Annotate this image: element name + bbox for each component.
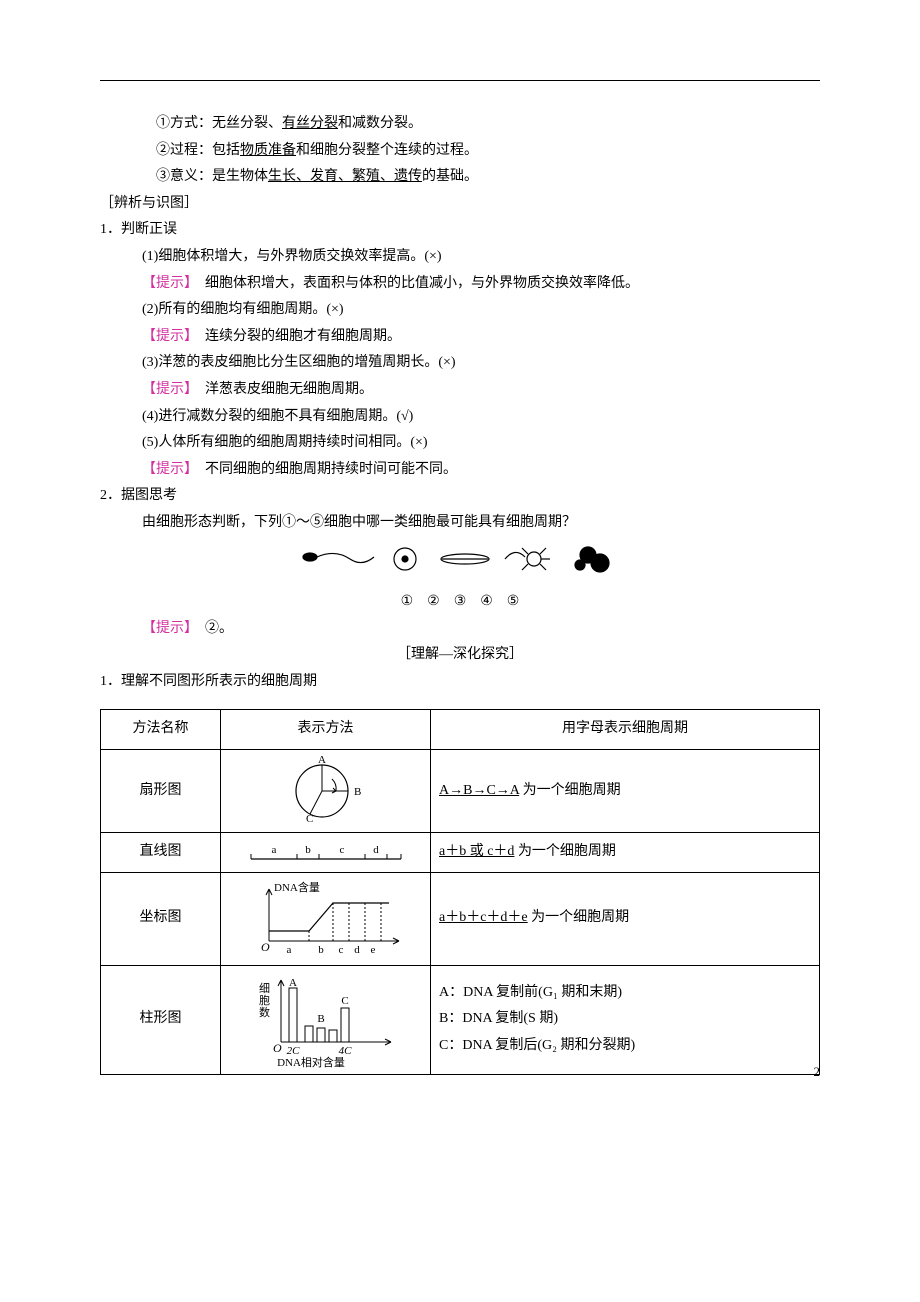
t: 连续分裂的细胞才有细胞周期。 [191, 329, 401, 344]
t: 物质准备 [240, 143, 296, 158]
cell-name: 扇形图 [101, 750, 221, 833]
t: A：DNA 复制前(G₁ 期和末期) [439, 980, 811, 1007]
t: 生长、发育、繁殖、遗传 [268, 169, 422, 184]
t: 不同细胞的细胞周期持续时间可能不同。 [191, 462, 457, 477]
cells-labels: ① ② ③ ④ ⑤ [100, 589, 820, 616]
cells-diagram [100, 543, 820, 588]
q1-heading: 1．判断正误 [100, 217, 820, 244]
th-name: 方法名称 [101, 710, 221, 750]
svg-text:b: b [318, 944, 324, 956]
table-row: 扇形图 A B C A→B→C→A 为一个细胞周期 [101, 750, 820, 833]
svg-text:c: c [339, 844, 344, 856]
table-row: 坐标图 DNA含量 O a b c d e [101, 872, 820, 965]
svg-text:2C: 2C [286, 1045, 300, 1057]
th-method: 表示方法 [221, 710, 431, 750]
svg-text:A: A [318, 756, 326, 766]
svg-text:b: b [305, 844, 311, 856]
tip-label: 【提示】 [142, 382, 191, 397]
cell-diagram: a b c d [221, 833, 431, 873]
tip13: 【提示】 洋葱表皮细胞无细胞周期。 [100, 377, 820, 404]
t: 洋葱表皮细胞无细胞周期。 [191, 382, 373, 397]
q2-text: 由细胞形态判断，下列①～⑤细胞中哪一类细胞最可能具有细胞周期？ [100, 510, 820, 537]
svg-text:细: 细 [259, 982, 270, 995]
sec2-q1: 1．理解不同图形所表示的细胞周期 [100, 669, 820, 696]
t: 和细胞分裂整个连续的过程。 [296, 143, 478, 158]
cell-diagram: A B C [221, 750, 431, 833]
t: 为一个细胞周期 [528, 910, 630, 925]
cell-desc: a＋b 或 c＋d 为一个细胞周期 [431, 833, 820, 873]
tip-label: 【提示】 [142, 462, 191, 477]
t: C：DNA 复制后(G₂ 期和分裂期) [439, 1033, 811, 1060]
tip-label: 【提示】 [142, 621, 191, 636]
svg-text:c: c [338, 944, 343, 956]
cell-desc: A→B→C→A 为一个细胞周期 [431, 750, 820, 833]
svg-text:a: a [271, 844, 276, 856]
svg-text:A: A [289, 977, 297, 989]
t: 的基础。 [422, 169, 478, 184]
t: a＋b 或 c＋d [439, 844, 514, 859]
tip11: 【提示】 细胞体积增大，表面积与体积的比值减小，与外界物质交换效率降低。 [100, 271, 820, 298]
cell-desc: a＋b＋c＋d＋e 为一个细胞周期 [431, 872, 820, 965]
t: ③意义：是生物体 [156, 169, 268, 184]
top-rule [100, 80, 820, 81]
cell-name: 直线图 [101, 833, 221, 873]
svg-text:C: C [341, 995, 348, 1007]
tip12: 【提示】 连续分裂的细胞才有细胞周期。 [100, 324, 820, 351]
q12: (2)所有的细胞均有细胞周期。(×) [100, 297, 820, 324]
t: ②。 [191, 621, 233, 636]
line-meaning: ③意义：是生物体生长、发育、繁殖、遗传的基础。 [100, 164, 820, 191]
svg-text:4C: 4C [338, 1045, 352, 1057]
svg-text:DNA含量: DNA含量 [274, 880, 320, 894]
cell-diagram: DNA含量 O a b c d e [221, 872, 431, 965]
svg-text:e: e [370, 944, 375, 956]
t: 细胞体积增大，表面积与体积的比值减小，与外界物质交换效率降低。 [191, 276, 639, 291]
cell-name: 坐标图 [101, 872, 221, 965]
t: a＋b＋c＋d＋e [439, 910, 528, 925]
tip-label: 【提示】 [142, 329, 191, 344]
t: 和减数分裂。 [338, 116, 422, 131]
section-title: ［辨析与识图］ [100, 191, 820, 218]
line-method: ①方式：无丝分裂、有丝分裂和减数分裂。 [100, 111, 820, 138]
section2-title: ［理解—深化探究］ [100, 642, 820, 669]
svg-text:d: d [354, 944, 360, 956]
cell-diagram: A B C 细 胞 数 O 2C 4C DNA相对含量 [221, 965, 431, 1074]
svg-text:O: O [273, 1041, 282, 1055]
svg-text:胞: 胞 [259, 994, 270, 1007]
th-desc: 用字母表示细胞周期 [431, 710, 820, 750]
table-header-row: 方法名称 表示方法 用字母表示细胞周期 [101, 710, 820, 750]
svg-text:O: O [261, 940, 270, 954]
t: ②过程：包括 [156, 143, 240, 158]
svg-text:DNA相对含量: DNA相对含量 [277, 1055, 345, 1068]
tip-label: 【提示】 [142, 276, 191, 291]
svg-text:a: a [286, 944, 291, 956]
q13: (3)洋葱的表皮细胞比分生区细胞的增殖周期长。(×) [100, 350, 820, 377]
q15: (5)人体所有细胞的细胞周期持续时间相同。(×) [100, 430, 820, 457]
q11: (1)细胞体积增大，与外界物质交换效率提高。(×) [100, 244, 820, 271]
line-process: ②过程：包括物质准备和细胞分裂整个连续的过程。 [100, 138, 820, 165]
t: A→B→C→A [439, 783, 519, 798]
table-row: 柱形图 A B C 细 胞 数 O 2C 4C [101, 965, 820, 1074]
tip15: 【提示】 不同细胞的细胞周期持续时间可能不同。 [100, 457, 820, 484]
cell-desc: A：DNA 复制前(G₁ 期和末期) B：DNA 复制(S 期) C：DNA 复… [431, 965, 820, 1074]
methods-table: 方法名称 表示方法 用字母表示细胞周期 扇形图 A B C A→B→C→A 为一… [100, 709, 820, 1074]
t: 为一个细胞周期 [514, 844, 616, 859]
svg-text:B: B [317, 1013, 324, 1025]
t: B：DNA 复制(S 期) [439, 1006, 811, 1033]
q2-heading: 2．据图思考 [100, 483, 820, 510]
svg-text:数: 数 [259, 1006, 270, 1019]
cell-name: 柱形图 [101, 965, 221, 1074]
q14: (4)进行减数分裂的细胞不具有细胞周期。(√) [100, 404, 820, 431]
t: ①方式：无丝分裂、 [156, 116, 282, 131]
t: 为一个细胞周期 [519, 783, 621, 798]
svg-text:d: d [373, 844, 379, 856]
t: 有丝分裂 [282, 116, 338, 131]
tip-q2: 【提示】 ②。 [100, 616, 820, 643]
table-row: 直线图 a b c d a＋b 或 c＋d 为一个细胞周期 [101, 833, 820, 873]
page-number: 2 [814, 1060, 821, 1085]
svg-text:B: B [354, 786, 361, 798]
svg-text:C: C [306, 813, 313, 825]
